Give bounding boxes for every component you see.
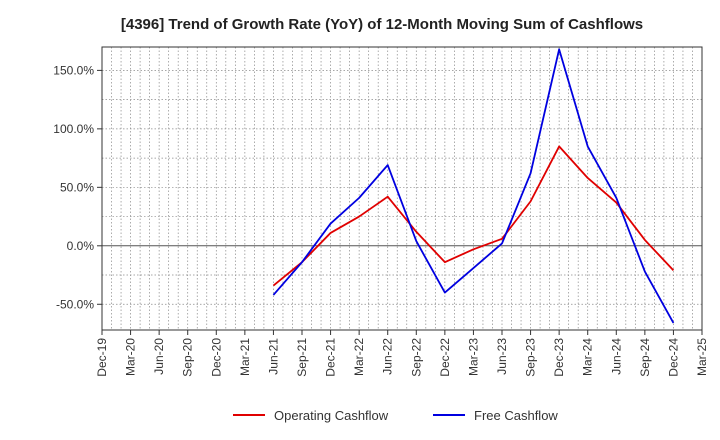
- x-tick-label: Jun-23: [495, 338, 509, 375]
- chart-title: [4396] Trend of Growth Rate (YoY) of 12-…: [121, 16, 643, 33]
- series-line-free-cashflow: [272, 48, 675, 324]
- x-tick-label: Sep-23: [524, 338, 538, 377]
- y-tick-label: -50.0%: [56, 297, 94, 311]
- x-tick-label: Jun-24: [609, 338, 623, 375]
- x-tick-label: Mar-25: [695, 338, 709, 376]
- x-tick-label: Sep-21: [295, 338, 309, 377]
- legend: Operating Cashflow Free Cashflow: [233, 408, 558, 423]
- x-tick-label: Mar-23: [466, 338, 480, 376]
- y-tick-label: 0.0%: [67, 239, 95, 253]
- y-tick-label: 50.0%: [60, 180, 94, 194]
- series-line-operating-cashflow: [272, 145, 675, 287]
- grid: [101, 47, 703, 330]
- x-axis-ticks: Dec-19 Mar-20 Jun-20 Sep-20 Dec-20 Mar-21 Jun-…: [95, 330, 709, 377]
- x-tick-label: Sep-24: [638, 338, 652, 377]
- x-tick-label: Dec-23: [552, 338, 566, 377]
- x-tick-label: Mar-20: [124, 338, 138, 376]
- x-tick-label: Mar-22: [352, 338, 366, 376]
- x-tick-label: Dec-19: [95, 338, 109, 377]
- x-tick-label: Jun-22: [381, 338, 395, 375]
- x-tick-label: Mar-24: [581, 338, 595, 376]
- x-tick-label: Dec-21: [324, 338, 338, 377]
- plot-frame: [101, 46, 703, 331]
- x-tick-label: Dec-24: [666, 338, 680, 377]
- x-tick-label: Dec-20: [209, 338, 223, 377]
- legend-label-free-cashflow: Free Cashflow: [474, 408, 558, 423]
- x-tick-label: Dec-22: [438, 338, 452, 377]
- x-tick-label: Sep-20: [181, 338, 195, 377]
- y-tick-label: 150.0%: [53, 63, 94, 77]
- y-tick-label: 100.0%: [53, 122, 94, 136]
- legend-label-operating-cashflow: Operating Cashflow: [274, 408, 389, 423]
- x-tick-label: Mar-21: [238, 338, 252, 376]
- x-tick-label: Jun-21: [266, 338, 280, 375]
- axes: [101, 46, 703, 331]
- y-axis-ticks: -50.0% 0.0% 50.0% 100.0% 150.0%: [53, 63, 102, 311]
- plot-area: [272, 48, 675, 324]
- x-tick-label: Jun-20: [152, 338, 166, 375]
- x-tick-label: Sep-22: [409, 338, 423, 377]
